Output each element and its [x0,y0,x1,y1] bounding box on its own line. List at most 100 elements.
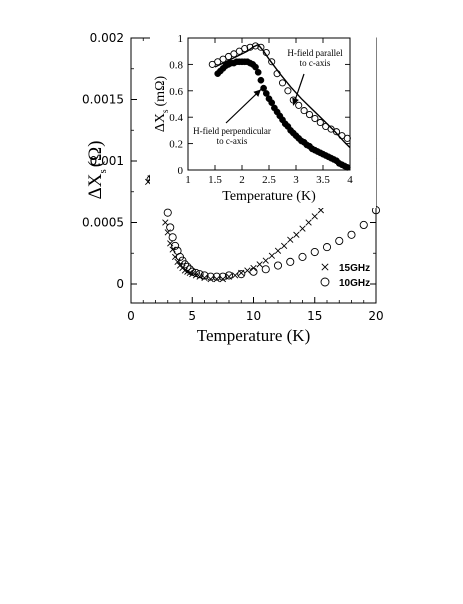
data-point-10ghz [185,265,194,274]
data-point-10ghz [195,270,204,279]
inset-data-point-h-field-parallel-to-c-axis [332,128,341,136]
annotation-arrow-head [253,89,261,97]
main-y-tick-label: 0.002 [90,31,124,45]
main-x-tick-label: 10 [246,309,261,323]
inset-data-point-h-field-perpendicular-to-c-axis [254,68,262,76]
inset-x-axis-label: Temperature (K) [222,189,316,204]
inset-series-h-field-parallel-to-c-axis [208,42,351,142]
inset-x-tick-label: 1 [185,174,191,186]
main-x-tick-label: 20 [368,309,383,323]
inset-data-point-h-field-perpendicular-to-c-axis [257,76,265,84]
data-point-10ghz [237,270,246,279]
inset-x-tick-label: 3 [293,174,299,186]
data-point-10ghz [261,265,270,274]
inset-y-axis-symbol: ΔX [153,113,168,132]
main-x-tick-label: 15 [307,309,322,323]
annotation-arrow-head [292,97,299,106]
inset-data-point-h-field-parallel-to-c-axis [284,87,292,95]
inset-series-h-field-perpendicular-to-c-axis [214,58,351,171]
inset-plot: 1 1.5 2 2.5 3 3.5 4 0 0.2 0.4 0.6 0.8 1 Temperature … [150,30,376,208]
data-point-10ghz [347,230,356,239]
main-x-tick-label: 5 [188,309,196,323]
data-point-15ghz [167,240,174,247]
data-point-10ghz [191,268,200,277]
data-point-10ghz [188,267,197,276]
inset-y-tick-label: 0.2 [169,139,183,151]
inset-data-point-h-field-parallel-to-c-axis [268,58,276,66]
main-y-tick-label: 0.001 [90,154,124,168]
data-point-15ghz [213,275,220,283]
data-point-15ghz [281,242,288,249]
data-point-15ghz [262,257,269,264]
data-point-10ghz [224,271,234,280]
inset-data-point-h-field-perpendicular-to-c-axis [343,164,351,171]
annotation-parallel-line2: to c-axis [300,58,331,68]
data-point-10ghz [249,267,258,276]
data-point-15ghz [207,275,214,283]
inset-y-tick-label: 0.6 [169,86,183,98]
data-point-15ghz [162,219,169,226]
main-y-tick-label: 0.0015 [82,93,124,107]
main-x-tick-label: 0 [127,309,135,323]
legend-marker-symbol-10ghz [320,277,330,287]
inset-x-tick-label: 2 [239,174,245,186]
main-y-tick-label: 0.0005 [82,216,124,230]
inset-data-point-h-field-parallel-to-c-axis [316,118,324,127]
inset-y-tick-label: 0.4 [169,112,183,124]
inset-axis-ticks: 1 1.5 2 2.5 3 3.5 4 0 0.2 0.4 0.6 0.8 1 [169,33,353,186]
data-point-10ghz [286,257,295,266]
annotation-arrow-shaft [225,89,262,124]
inset-fit-line [214,43,351,149]
inset-y-tick-label: 0 [178,165,184,177]
legend-marker-10ghz [320,277,330,287]
annotation-perpendicular-line2: to c-axis [217,136,248,146]
inset-y-axis-label: ΔXs (mΩ) [153,76,170,133]
inset-data-point-h-field-perpendicular-to-c-axis [262,90,270,97]
data-point-10ghz [212,272,221,281]
data-point-15ghz [274,247,282,254]
inset-x-tick-label: 2.5 [262,174,276,186]
main-y-axis-subscript: s [97,169,109,173]
data-point-15ghz [299,225,306,232]
inset-data-point-h-field-parallel-to-c-axis [305,111,314,119]
inset-data-point-h-field-perpendicular-to-c-axis [268,99,276,107]
data-point-10ghz [206,272,215,281]
data-point-10ghz [310,247,319,257]
legend-label-10ghz: 10GHz [339,278,370,289]
data-point-10ghz [200,271,209,280]
inset-data-points [208,42,351,171]
data-point-10ghz [359,220,368,230]
inset-data-point-h-field-parallel-to-c-axis [257,43,265,51]
inset-data-point-h-field-parallel-to-c-axis [300,107,308,115]
inset-y-axis-unit: (mΩ) [153,76,168,107]
data-point-15ghz [219,275,226,283]
annotation-perpendicular: H-field perpendicular to c-axis [193,89,271,146]
data-point-15ghz [305,219,312,226]
annotation-perpendicular-arrow [225,89,262,124]
inset-data-point-h-field-parallel-to-c-axis [278,79,287,87]
inset-x-tick-label: 1.5 [208,174,222,186]
main-y-axis-symbol: ΔX [85,173,106,199]
data-point-15ghz [311,213,318,220]
data-point-15ghz [293,231,300,238]
inset-data-point-h-field-parallel-to-c-axis [343,134,351,142]
inset-data-point-h-field-parallel-to-c-axis [295,101,303,109]
legend-marker-symbol-15ghz [321,263,329,271]
annotation-parallel-arrow [292,73,305,106]
data-point-15ghz [287,236,294,243]
data-point-10ghz [298,252,307,261]
data-point-15ghz [164,229,171,236]
inset-data-point-h-field-parallel-to-c-axis [311,114,319,123]
data-point-15ghz [244,267,251,274]
legend-label-15ghz: 15GHz [339,263,370,274]
data-point-10ghz [166,223,175,232]
data-point-15ghz [196,273,203,280]
data-point-10ghz [180,260,189,269]
annotation-perpendicular-line1: H-field perpendicular [193,126,271,136]
main-x-axis-label: Temperature (K) [197,326,311,345]
main-y-axis-label: ΔXs (Ω) [85,140,109,199]
inset-y-tick-label: 1 [178,33,184,45]
main-y-tick-label: 0 [116,277,124,291]
inset-data-point-h-field-parallel-to-c-axis [241,45,249,53]
